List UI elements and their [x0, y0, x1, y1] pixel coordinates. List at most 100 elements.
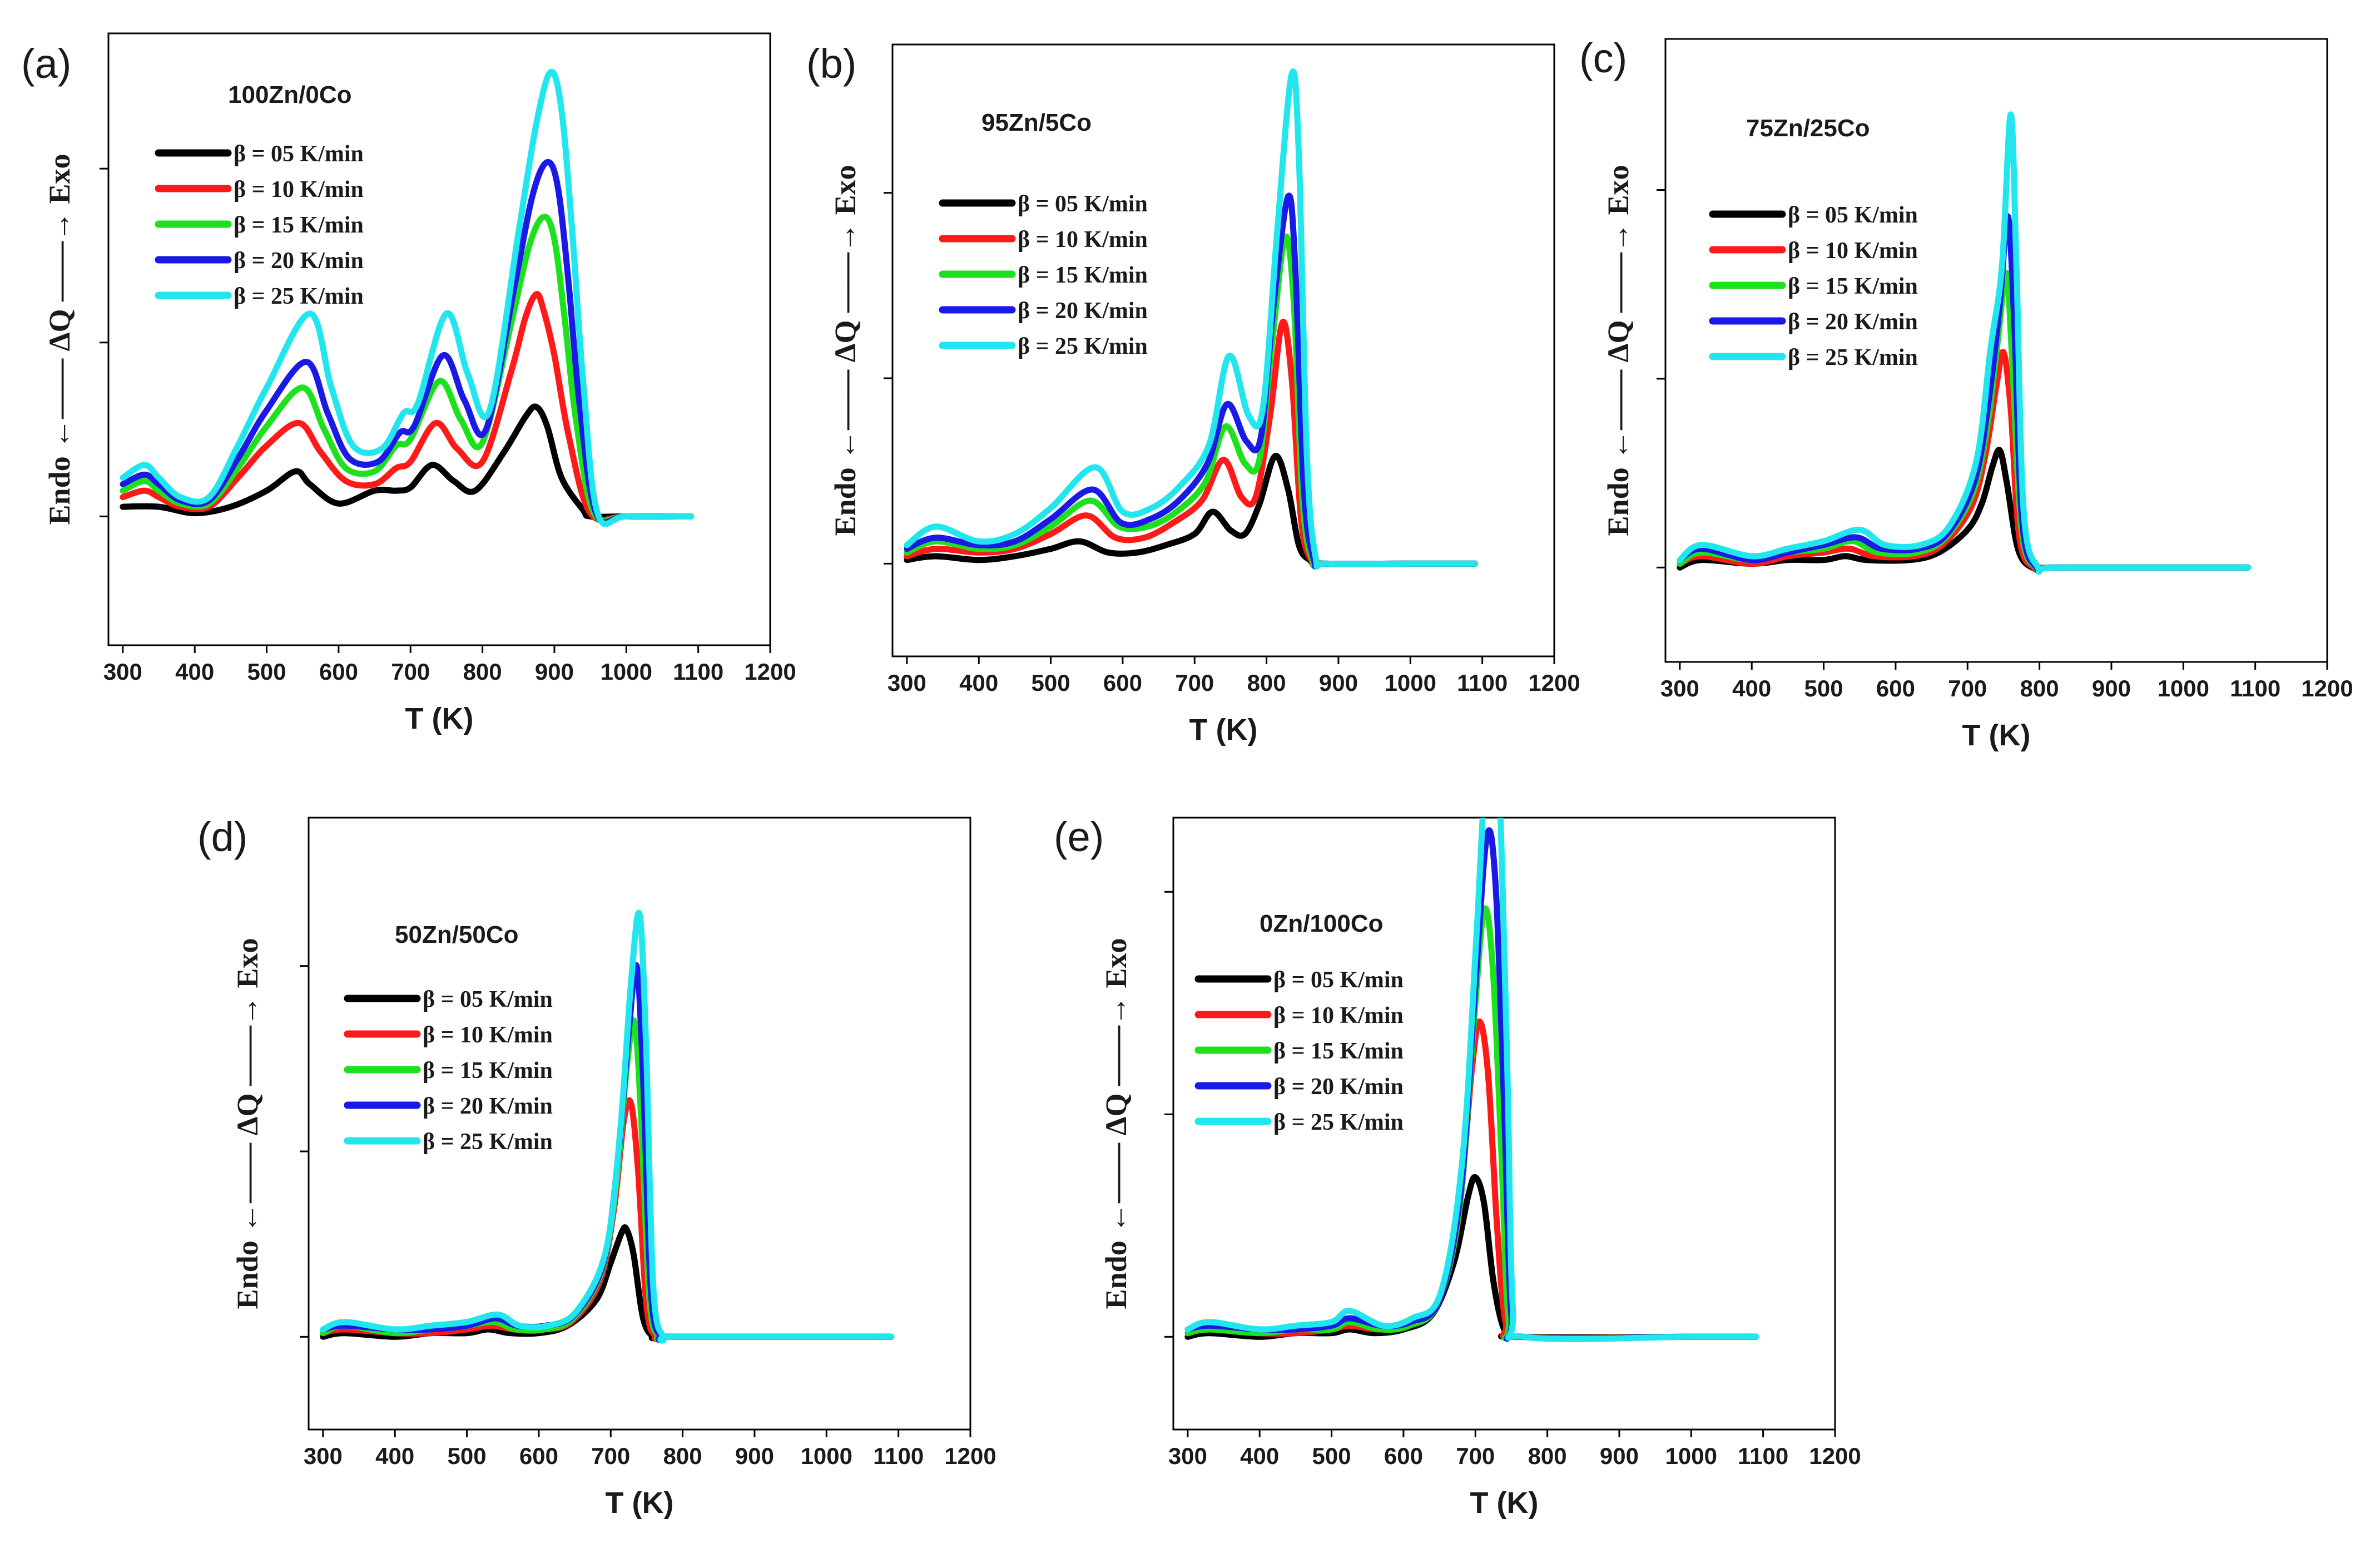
- legend-label: β = 25 K/min: [423, 1129, 553, 1155]
- x-tick-label: 900: [1600, 1443, 1639, 1469]
- x-tick-label: 700: [1456, 1443, 1495, 1469]
- x-tick-label: 600: [1384, 1443, 1423, 1469]
- legend-label: β = 10 K/min: [234, 177, 364, 202]
- chart-panel-2: (c) 300 400 500 600 700 800 900 1000 1100 1200 T (K…: [1579, 35, 2353, 752]
- x-tick-label: 1200: [1809, 1443, 1861, 1469]
- x-tick-label: 600: [1103, 670, 1142, 696]
- x-tick-label: 1100: [1738, 1443, 1788, 1469]
- legend-label: β = 15 K/min: [423, 1058, 553, 1084]
- legend-label: β = 20 K/min: [234, 248, 364, 274]
- legend-label: β = 20 K/min: [1018, 298, 1148, 324]
- plot-frame: [1172, 817, 1836, 1431]
- series-line-beta-05: [1184, 1174, 1759, 1341]
- chart-panel-3: (d) 300 400 500 600 700 800 900 1000 1100 1200 T (K…: [197, 814, 996, 1520]
- legend-label: β = 10 K/min: [423, 1022, 553, 1048]
- x-tick-label: 800: [463, 659, 502, 685]
- legend: β = 05 K/min β = 10 K/min β = 15 K/min β = …: [1709, 202, 1918, 370]
- legend-label: β = 15 K/min: [1788, 274, 1918, 299]
- series-line-beta-20: [904, 192, 1479, 570]
- x-axis-label: T (K): [1189, 713, 1258, 746]
- x-tick-label: 300: [103, 659, 142, 685]
- x-tick-label: 1000: [1665, 1443, 1717, 1469]
- legend-label: β = 10 K/min: [1788, 238, 1918, 264]
- series-group: [320, 909, 895, 1344]
- legend-label: β = 15 K/min: [1018, 263, 1148, 288]
- plot-frame: [1664, 38, 2328, 663]
- series-group: [1677, 111, 2252, 575]
- x-tick-label: 600: [319, 659, 358, 685]
- x-tick-label: 500: [1804, 675, 1843, 701]
- sample-title: 0Zn/100Co: [1260, 910, 1384, 937]
- legend-label: β = 15 K/min: [234, 212, 364, 238]
- x-tick-label: 300: [304, 1443, 343, 1469]
- series-line-beta-10: [120, 291, 695, 523]
- x-axis-label: T (K): [405, 702, 474, 735]
- sample-title: 50Zn/50Co: [395, 921, 519, 948]
- legend-label: β = 05 K/min: [1018, 191, 1148, 217]
- legend-label: β = 25 K/min: [1788, 345, 1918, 370]
- x-axis-label: T (K): [606, 1486, 674, 1520]
- legend-label: β = 20 K/min: [423, 1094, 553, 1119]
- x-axis-label: T (K): [1962, 719, 2031, 752]
- x-tick-label: 1100: [673, 659, 723, 685]
- legend-label: β = 10 K/min: [1273, 1003, 1404, 1028]
- series-line-beta-10: [904, 319, 1479, 567]
- x-tick-label: 900: [2092, 675, 2131, 701]
- panel-letter: (d): [197, 814, 247, 860]
- legend-label: β = 25 K/min: [1018, 334, 1148, 359]
- x-tick-label: 900: [535, 659, 574, 685]
- series-group: [904, 68, 1479, 570]
- series-line-beta-25: [1677, 111, 2252, 575]
- x-tick-label: 700: [391, 659, 430, 685]
- y-axis-label: Endo ←—— ΔQ ——→ Exo: [43, 154, 76, 525]
- panel-letter: (a): [21, 41, 71, 87]
- x-tick-label: 1100: [1457, 670, 1508, 696]
- sample-title: 75Zn/25Co: [1746, 115, 1870, 142]
- x-tick-label: 700: [1175, 670, 1214, 696]
- x-tick-label: 400: [1732, 675, 1771, 701]
- series-group: [1184, 818, 1759, 1342]
- series-line-beta-20: [320, 962, 895, 1343]
- legend-label: β = 25 K/min: [234, 284, 364, 309]
- legend: β = 05 K/min β = 10 K/min β = 15 K/min β = …: [344, 987, 553, 1155]
- x-tick-label: 1100: [2230, 675, 2280, 701]
- y-axis-label: Endo ←—— ΔQ ——→ Exo: [1099, 938, 1133, 1309]
- legend-label: β = 15 K/min: [1273, 1038, 1404, 1064]
- x-tick-label: 400: [375, 1443, 414, 1469]
- y-axis-label: Endo ←—— ΔQ ——→ Exo: [1601, 165, 1635, 536]
- legend-label: β = 05 K/min: [1273, 967, 1404, 993]
- legend-label: β = 05 K/min: [1788, 202, 1918, 228]
- x-tick-label: 1000: [2158, 675, 2209, 701]
- x-tick-label: 800: [663, 1443, 702, 1469]
- x-tick-label: 700: [1948, 675, 1987, 701]
- sample-title: 95Zn/5Co: [981, 109, 1092, 136]
- legend: β = 05 K/min β = 10 K/min β = 15 K/min β = …: [939, 191, 1148, 359]
- x-tick-label: 1000: [1385, 670, 1436, 696]
- legend-label: β = 20 K/min: [1273, 1074, 1404, 1100]
- chart-panel-0: (a) 300 400 500 600 700 800 900 1000 1100 1200 T (K…: [21, 32, 796, 735]
- legend: β = 05 K/min β = 10 K/min β = 15 K/min β = …: [155, 141, 364, 309]
- x-tick-label: 600: [519, 1443, 558, 1469]
- sample-title: 100Zn/0Co: [228, 81, 352, 108]
- x-tick-label: 800: [1528, 1443, 1567, 1469]
- x-tick-label: 400: [175, 659, 214, 685]
- legend-label: β = 25 K/min: [1273, 1110, 1404, 1135]
- plot-frame: [107, 32, 771, 646]
- plot-frame: [308, 817, 971, 1431]
- series-line-beta-25: [320, 909, 895, 1344]
- x-tick-label: 400: [1240, 1443, 1279, 1469]
- series-line-beta-25: [120, 68, 695, 527]
- series-line-beta-05: [120, 403, 695, 520]
- x-tick-label: 1000: [801, 1443, 852, 1469]
- x-tick-label: 400: [959, 670, 998, 696]
- panel-letter: (b): [806, 41, 856, 87]
- series-line-beta-15: [904, 233, 1479, 569]
- x-tick-label: 600: [1876, 675, 1915, 701]
- y-axis-label: Endo ←—— ΔQ ——→ Exo: [829, 165, 862, 536]
- chart-panel-4: (e) 300 400 500 600 700 800 900 1000 1100 1200 T (K…: [1054, 814, 1861, 1520]
- series-line-beta-20: [120, 159, 695, 526]
- x-tick-label: 500: [1312, 1443, 1351, 1469]
- chart-panel-1: (b) 300 400 500 600 700 800 900 1000 1100 1200 T (K…: [806, 41, 1580, 746]
- x-tick-label: 700: [591, 1443, 630, 1469]
